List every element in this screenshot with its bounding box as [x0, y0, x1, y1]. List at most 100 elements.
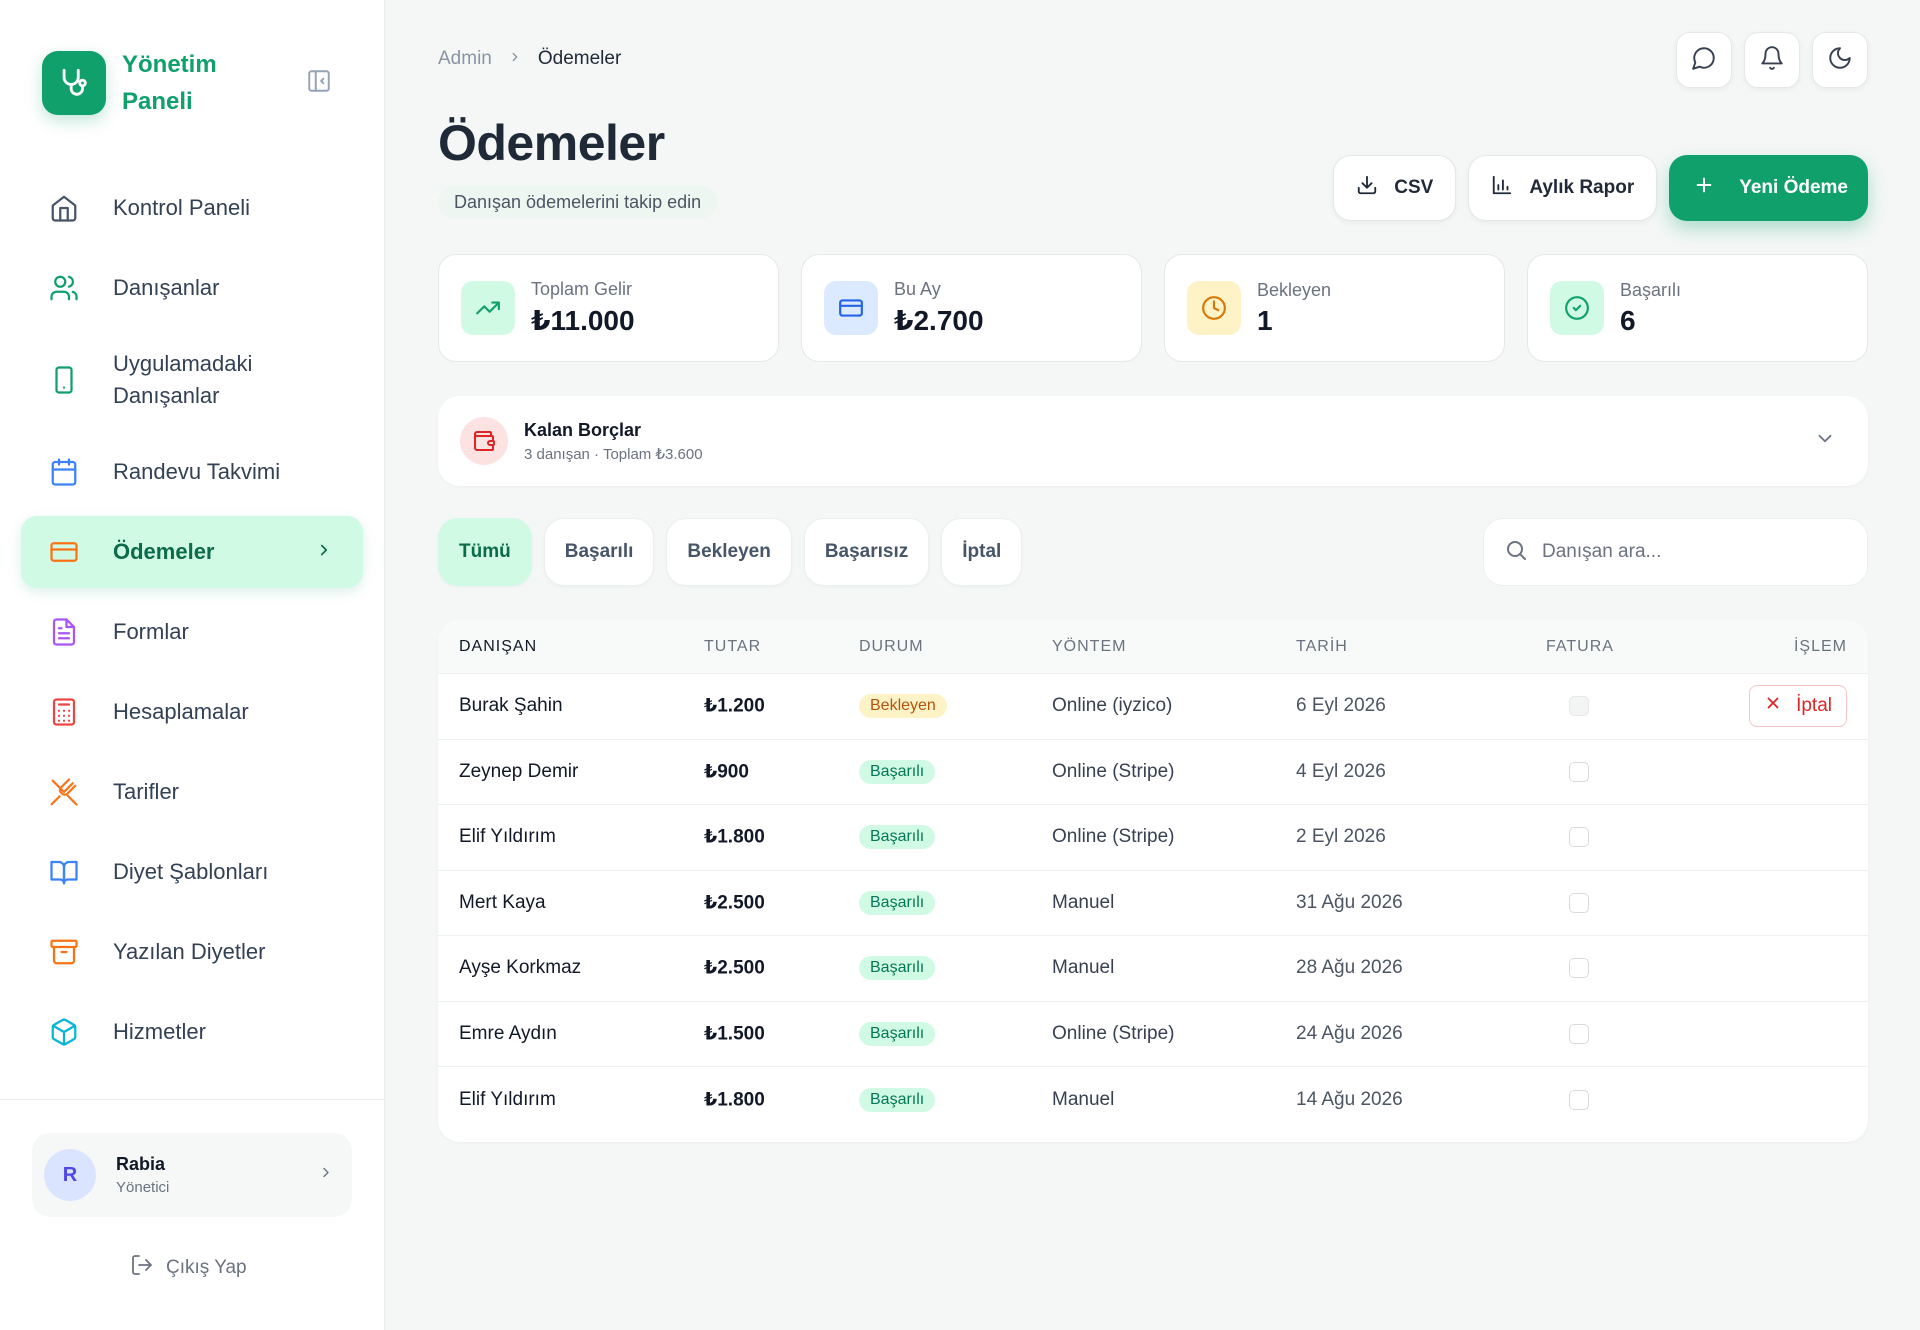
x-icon: [1764, 694, 1782, 718]
invoice-checkbox[interactable]: [1569, 958, 1589, 979]
sidebar-divider: [0, 1099, 385, 1100]
table-row[interactable]: Elif Yıldırım ₺1.800 Başarılı Manuel 14 …: [438, 1067, 1868, 1133]
invoice-checkbox[interactable]: [1569, 1089, 1589, 1110]
payment-method: Manuel: [1052, 891, 1115, 913]
sidebar-item-tarifler[interactable]: Tarifler: [21, 756, 363, 828]
sidebar-item-label: Danışanlar: [113, 275, 220, 300]
cancel-payment-button[interactable]: İptal: [1749, 685, 1847, 728]
stat-card-this-month: Bu Ay ₺2.700: [801, 254, 1142, 362]
top-actions: [1676, 32, 1868, 88]
sidebar-item-label: Ödemeler: [113, 539, 215, 564]
logout-icon: [130, 1253, 154, 1283]
stat-card-pending: Bekleyen 1: [1164, 254, 1505, 362]
monthly-report-button[interactable]: Aylık Rapor: [1468, 155, 1658, 221]
brand[interactable]: Yönetim Paneli: [42, 46, 242, 120]
filter-successful[interactable]: Başarılı: [543, 518, 655, 586]
client-name: Zeynep Demir: [459, 760, 579, 782]
new-payment-button[interactable]: Yeni Ödeme: [1669, 155, 1868, 221]
sidebar-item-hizmetler[interactable]: Hizmetler: [21, 996, 363, 1068]
filter-failed[interactable]: Başarısız: [803, 518, 930, 586]
chevron-right-icon: [508, 48, 522, 70]
sidebar-item-hesaplamalar[interactable]: Hesaplamalar: [21, 676, 363, 748]
payment-method: Online (Stripe): [1052, 1022, 1175, 1044]
column-header[interactable]: YÖNTEM: [1052, 638, 1127, 655]
payment-date: 2 Eyl 2026: [1296, 826, 1386, 848]
amount: ₺1.800: [704, 826, 765, 848]
table-row[interactable]: Elif Yıldırım ₺1.800 Başarılı Online (St…: [438, 805, 1868, 871]
bar-chart-icon: [1491, 174, 1513, 202]
table-row[interactable]: Zeynep Demir ₺900 Başarılı Online (Strip…: [438, 740, 1868, 805]
chevron-down-icon[interactable]: [1814, 428, 1836, 455]
remaining-debts-panel[interactable]: Kalan Borçlar 3 danışan · Toplam ₺3.600: [438, 396, 1868, 486]
client-name: Burak Şahin: [459, 695, 563, 717]
filter-all[interactable]: Tümü: [438, 518, 532, 586]
client-name: Ayşe Korkmaz: [459, 957, 582, 979]
sidebar-item-randevu-takvimi[interactable]: Randevu Takvimi: [21, 436, 363, 508]
client-name: Elif Yıldırım: [459, 1088, 556, 1110]
sidebar-item-label: Kontrol Paneli: [113, 195, 250, 220]
csv-export-button[interactable]: CSV: [1333, 155, 1457, 221]
invoice-checkbox[interactable]: [1569, 827, 1589, 848]
theme-toggle-button[interactable]: [1812, 32, 1868, 88]
message-circle-icon: [1691, 45, 1717, 76]
wallet-icon: [460, 417, 508, 465]
check-circle-icon: [1550, 281, 1604, 335]
sidebar-item-label: Randevu Takvimi: [113, 459, 281, 484]
debts-subtitle: 3 danışan · Toplam ₺3.600: [524, 445, 703, 463]
column-header[interactable]: TUTAR: [704, 638, 762, 655]
search-input[interactable]: [1542, 541, 1842, 563]
clock-icon: [1187, 281, 1241, 335]
logout-button[interactable]: Çıkış Yap: [130, 1253, 247, 1283]
sidebar-item-label: Formlar: [113, 619, 189, 644]
file-text-icon: [48, 616, 80, 648]
table-row[interactable]: Ayşe Korkmaz ₺2.500 Başarılı Manuel 28 A…: [438, 936, 1868, 1002]
invoice-checkbox[interactable]: [1569, 1023, 1589, 1044]
status-badge: Bekleyen: [859, 694, 947, 719]
invoice-checkbox[interactable]: [1569, 892, 1589, 913]
notifications-button[interactable]: [1744, 32, 1800, 88]
breadcrumb-current: Ödemeler: [537, 48, 622, 69]
sidebar-item-label: Yazılan Diyetler: [113, 939, 266, 964]
payment-method: Manuel: [1052, 1088, 1115, 1110]
sidebar-collapse-icon[interactable]: [306, 68, 332, 94]
table-row[interactable]: Burak Şahin ₺1.200 Bekleyen Online (iyzi…: [438, 674, 1868, 740]
column-header: İŞLEM: [1793, 638, 1847, 655]
breadcrumb-parent[interactable]: Admin: [438, 48, 492, 69]
book-open-icon: [48, 856, 80, 888]
stats-row: Toplam Gelir ₺11.000 Bu Ay ₺2.700 Bekley…: [438, 254, 1868, 362]
sidebar-item-uygulamadaki-danisanlar[interactable]: Uygulamadaki Danışanlar: [21, 332, 363, 428]
smartphone-icon: [48, 364, 80, 396]
user-role: Yönetici: [116, 1179, 170, 1196]
page-subtitle: Danışan ödemelerini takip edin: [438, 186, 718, 219]
sidebar-item-formlar[interactable]: Formlar: [21, 596, 363, 668]
status-badge: Başarılı: [859, 890, 936, 915]
stat-card-total-income: Toplam Gelir ₺11.000: [438, 254, 779, 362]
invoice-checkbox[interactable]: [1569, 761, 1589, 782]
table-row[interactable]: Emre Aydın ₺1.500 Başarılı Online (Strip…: [438, 1002, 1868, 1067]
sidebar-item-diyet-sablonlari[interactable]: Diyet Şablonları: [21, 836, 363, 908]
payment-date: 4 Eyl 2026: [1296, 760, 1386, 782]
sidebar-item-yazilan-diyetler[interactable]: Yazılan Diyetler: [21, 916, 363, 988]
new-payment-label: Yeni Ödeme: [1739, 177, 1848, 198]
stat-label: Başarılı: [1620, 279, 1682, 300]
sidebar-item-danisanlar[interactable]: Danışanlar: [21, 252, 363, 324]
table-row[interactable]: Mert Kaya ₺2.500 Başarılı Manuel 31 Ağu …: [438, 871, 1868, 936]
column-header[interactable]: TARİH: [1296, 638, 1348, 655]
amount: ₺1.200: [704, 695, 765, 717]
messages-button[interactable]: [1676, 32, 1732, 88]
filter-pending[interactable]: Bekleyen: [666, 518, 792, 586]
payment-date: 31 Ağu 2026: [1296, 891, 1403, 913]
payment-method: Online (Stripe): [1052, 760, 1175, 782]
sidebar-item-odemeler[interactable]: Ödemeler: [21, 516, 363, 588]
status-badge: Başarılı: [859, 1021, 936, 1046]
column-header[interactable]: DURUM: [859, 638, 924, 655]
sidebar-item-kontrol-paneli[interactable]: Kontrol Paneli: [21, 172, 363, 244]
download-icon: [1356, 174, 1378, 202]
filter-cancelled[interactable]: İptal: [941, 518, 1023, 586]
column-header[interactable]: DANIŞAN: [459, 638, 538, 655]
amount: ₺2.500: [704, 957, 765, 979]
user-card[interactable]: R Rabia Yönetici: [32, 1133, 352, 1217]
debts-title: Kalan Borçlar: [524, 419, 642, 440]
table-header: DANIŞAN TUTAR DURUM YÖNTEM TARİH FATURA …: [438, 620, 1868, 674]
column-header: FATURA: [1546, 638, 1614, 655]
